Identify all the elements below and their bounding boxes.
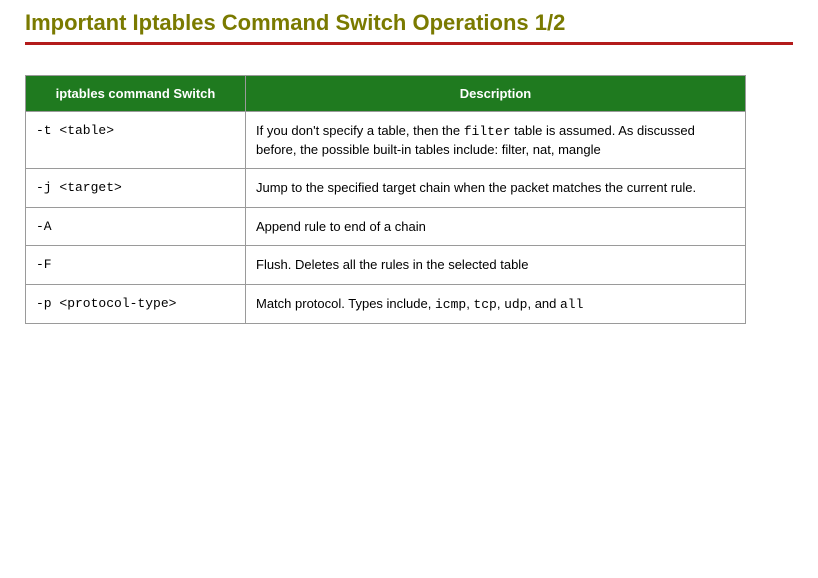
description-cell: Match protocol. Types include, icmp, tcp… bbox=[246, 284, 746, 324]
code-span: filter bbox=[464, 124, 511, 139]
table-row: -F Flush. Deletes all the rules in the se… bbox=[26, 246, 746, 285]
description-cell: Flush. Deletes all the rules in the sele… bbox=[246, 246, 746, 285]
col-header-description: Description bbox=[246, 76, 746, 112]
switch-cell: -A bbox=[26, 207, 246, 246]
switch-cell: -t <table> bbox=[26, 112, 246, 169]
code-span: icmp bbox=[435, 297, 466, 312]
code-span: udp bbox=[504, 297, 527, 312]
text-span: If you don't specify a table, then the bbox=[256, 123, 464, 138]
switch-text: -F bbox=[36, 257, 52, 272]
description-text: If you don't specify a table, then the f… bbox=[256, 122, 735, 158]
text-span: , and bbox=[527, 296, 560, 311]
description-text: Jump to the specified target chain when … bbox=[256, 179, 735, 197]
text-span: Match protocol. Types include, bbox=[256, 296, 435, 311]
description-text: Flush. Deletes all the rules in the sele… bbox=[256, 256, 735, 274]
table-row: -j <target> Jump to the specified target … bbox=[26, 169, 746, 208]
description-text: Match protocol. Types include, icmp, tcp… bbox=[256, 295, 735, 314]
text-span: , bbox=[497, 296, 504, 311]
text-span: Jump to the specified target chain when … bbox=[256, 180, 696, 195]
switch-text: -A bbox=[36, 219, 52, 234]
table-row: -p <protocol-type> Match protocol. Types … bbox=[26, 284, 746, 324]
switch-text: -p <protocol-type> bbox=[36, 296, 176, 311]
description-text: Append rule to end of a chain bbox=[256, 218, 735, 236]
code-span: all bbox=[560, 297, 583, 312]
page-title: Important Iptables Command Switch Operat… bbox=[25, 10, 793, 36]
switch-cell: -F bbox=[26, 246, 246, 285]
iptables-switch-table: iptables command Switch Description -t <… bbox=[25, 75, 746, 324]
switch-cell: -j <target> bbox=[26, 169, 246, 208]
table-body: -t <table> If you don't specify a table, … bbox=[26, 112, 746, 324]
table-row: -A Append rule to end of a chain bbox=[26, 207, 746, 246]
slide: Important Iptables Command Switch Operat… bbox=[0, 0, 818, 344]
code-span: tcp bbox=[473, 297, 496, 312]
col-header-switch: iptables command Switch bbox=[26, 76, 246, 112]
table-row: -t <table> If you don't specify a table, … bbox=[26, 112, 746, 169]
description-cell: Append rule to end of a chain bbox=[246, 207, 746, 246]
description-cell: If you don't specify a table, then the f… bbox=[246, 112, 746, 169]
text-span: Flush. Deletes all the rules in the sele… bbox=[256, 257, 528, 272]
switch-cell: -p <protocol-type> bbox=[26, 284, 246, 324]
text-span: Append rule to end of a chain bbox=[256, 219, 426, 234]
title-rule bbox=[25, 42, 793, 45]
description-cell: Jump to the specified target chain when … bbox=[246, 169, 746, 208]
switch-text: -t <table> bbox=[36, 123, 114, 138]
table-header-row: iptables command Switch Description bbox=[26, 76, 746, 112]
switch-text: -j <target> bbox=[36, 180, 122, 195]
